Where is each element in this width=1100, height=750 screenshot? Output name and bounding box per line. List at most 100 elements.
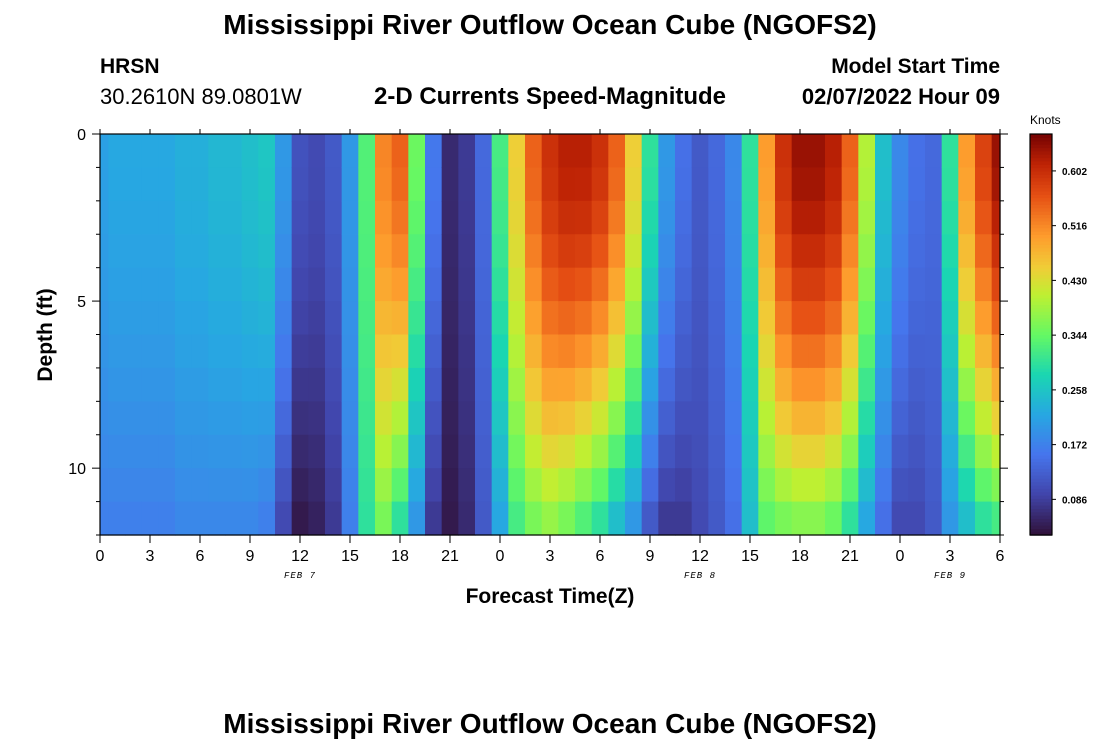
heatmap-cell [958,167,976,202]
heatmap-cell [291,434,309,469]
heatmap-cell [141,434,159,469]
heatmap-cell [341,501,359,536]
heatmap-cell [591,434,609,469]
heatmap-cell [391,134,409,169]
heatmap-cell [775,134,793,169]
heatmap-cell [925,401,943,436]
heatmap-cell [991,367,1001,402]
colorbar-segment [1030,461,1052,466]
heatmap-cell [808,301,826,336]
heatmap-cell [675,401,693,436]
heatmap-cell [675,468,693,503]
date-label: FEB 9 [934,571,966,581]
heatmap-cell [291,200,309,235]
colorbar-segment [1030,458,1052,463]
heatmap-cell [358,468,376,503]
heatmap-cell [641,334,659,369]
heatmap-cell [708,501,726,536]
heatmap-cell [358,200,376,235]
heatmap-cell [808,468,826,503]
heatmap-cell [258,501,276,536]
heatmap-cell [925,134,943,169]
colorbar-segment [1030,150,1052,155]
heatmap-cell [558,167,576,202]
colorbar-segment [1030,240,1052,245]
heatmap-cell [625,468,643,503]
heatmap-cell [291,301,309,336]
heatmap-cell [891,501,909,536]
heatmap-cell [191,167,209,202]
colorbar-segment [1030,250,1052,255]
heatmap-cell [158,200,176,235]
heatmap-cell [725,468,743,503]
heatmap-cell [175,167,193,202]
heatmap-cell [158,234,176,269]
heatmap-cell [258,167,276,202]
heatmap-cell [100,367,109,402]
heatmap-cell [791,134,809,169]
heatmap-cell [991,267,1001,302]
heatmap-cell [175,367,193,402]
heatmap-cell [408,134,426,169]
heatmap-cell [808,134,826,169]
heatmap-cell [791,401,809,436]
heatmap-cell [475,134,493,169]
heatmap-cell [391,267,409,302]
heatmap-cell [625,401,643,436]
colorbar-tick-label: 0.258 [1062,386,1087,397]
heatmap-cell [591,401,609,436]
colorbar-segment [1030,160,1052,165]
heatmap-cell [708,200,726,235]
colorbar-segment [1030,441,1052,446]
heatmap-cell [391,367,409,402]
x-tick-label: 21 [441,548,459,565]
heatmap-cell [958,401,976,436]
heatmap-cell [808,367,826,402]
heatmap-cell [158,367,176,402]
heatmap-cell [375,501,393,536]
heatmap-cell [208,267,226,302]
colorbar-segment [1030,494,1052,499]
heatmap-cell [975,334,993,369]
heatmap-cell [575,267,593,302]
heatmap-cell [708,367,726,402]
colorbar-segment [1030,341,1052,346]
heatmap-cell [175,434,193,469]
heatmap-cell [475,267,493,302]
heatmap-cell [241,167,259,202]
heatmap-cell [491,468,509,503]
heatmap-cell [308,234,326,269]
heatmap-cell [241,401,259,436]
heatmap-cell [675,434,693,469]
heatmap-cell [958,468,976,503]
colorbar-segment [1030,471,1052,476]
heatmap-cell [775,334,793,369]
colorbar-segment [1030,254,1052,259]
heatmap-cell [425,167,443,202]
heatmap-cell [141,334,159,369]
heatmap-cell [241,367,259,402]
heatmap-cell [791,301,809,336]
colorbar-segment [1030,424,1052,429]
heatmap-cell [108,501,126,536]
heatmap-cell [741,434,759,469]
heatmap-cell [708,267,726,302]
heatmap-cell [875,134,893,169]
heatmap-cell [958,267,976,302]
heatmap-cell [458,468,476,503]
heatmap-cell [558,334,576,369]
colorbar-segment [1030,454,1052,459]
heatmap-cell [758,501,776,536]
heatmap-cell [958,200,976,235]
heatmap-cell [825,334,843,369]
heatmap-cell [175,301,193,336]
heatmap-cell [825,167,843,202]
colorbar-tick-label: 0.172 [1062,441,1087,452]
heatmap-cell [100,401,109,436]
heatmap-cell [441,267,459,302]
heatmap-cell [275,267,293,302]
heatmap-cell [558,267,576,302]
heatmap-cell [225,301,243,336]
y-tick-label: 10 [68,461,86,478]
heatmap-cell [525,367,543,402]
